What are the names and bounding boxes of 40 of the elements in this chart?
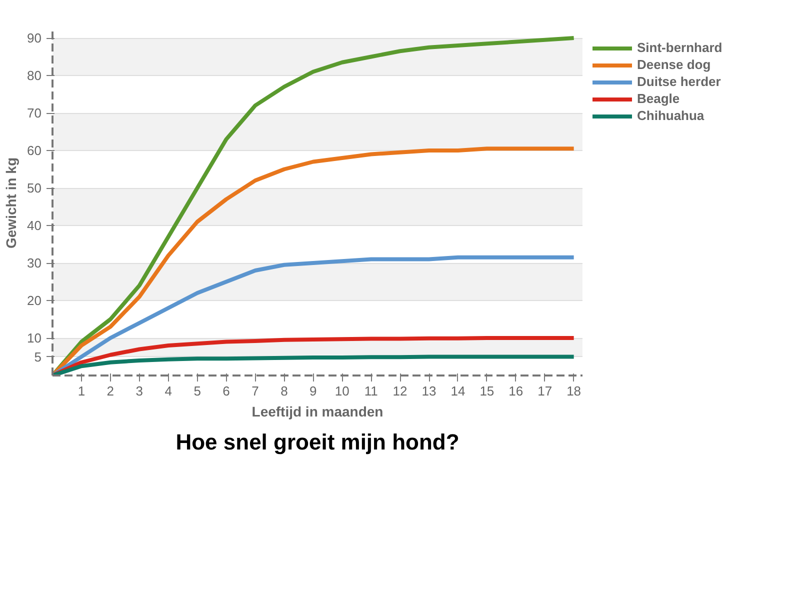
y-tick-label: 30 [27,256,42,270]
y-tick-label: 20 [27,293,42,308]
x-tick-label: 8 [280,384,288,398]
y-tick-label: 90 [27,30,42,46]
legend-label: Duitse herder [637,74,721,89]
y-tick-label: 70 [27,106,42,120]
x-tick-label: 3 [136,384,144,398]
x-tick-label: 12 [392,384,408,398]
x-tick-label: 10 [334,384,350,398]
legend-label: Chihuahua [637,108,704,123]
legend-label: Beagle [637,91,680,106]
line-series [52,354,576,376]
x-tick-label: 7 [252,384,259,398]
line-series [52,146,576,376]
x-tick-label: 1 [78,384,86,398]
x-tick-label: 6 [222,384,230,398]
x-axis-title: Leeftijd in maanden [252,404,384,420]
x-tick-label: 17 [538,384,552,398]
x-tick-label: 11 [364,384,378,398]
y-tick-label: 40 [27,218,42,233]
y-tick-label: 60 [27,143,42,158]
x-tick-label: 16 [508,384,524,398]
x-tick-label: 5 [194,384,201,398]
x-tick-label: 9 [310,384,317,398]
x-tick-label: 2 [106,384,114,398]
y-axis-title: Gewicht in kg [3,157,20,249]
x-tick-label: 18 [566,384,582,398]
text: Hoe snel groeit mijn hond? [176,430,460,454]
y-tick-label: 80 [27,68,42,83]
line-series [52,255,576,376]
x-tick-label: 13 [422,384,436,398]
y-tick-label: 50 [27,180,42,196]
legend-label: Sint-bernhard [637,40,722,55]
legend-label: Deense dog [637,57,711,72]
x-tick-label: 14 [450,384,466,398]
y-tick-label: 5 [34,349,42,364]
line-series [52,336,576,376]
x-tick-label: 4 [164,384,172,398]
y-tick-label: 10 [27,330,42,346]
x-tick-label: 15 [480,384,494,398]
